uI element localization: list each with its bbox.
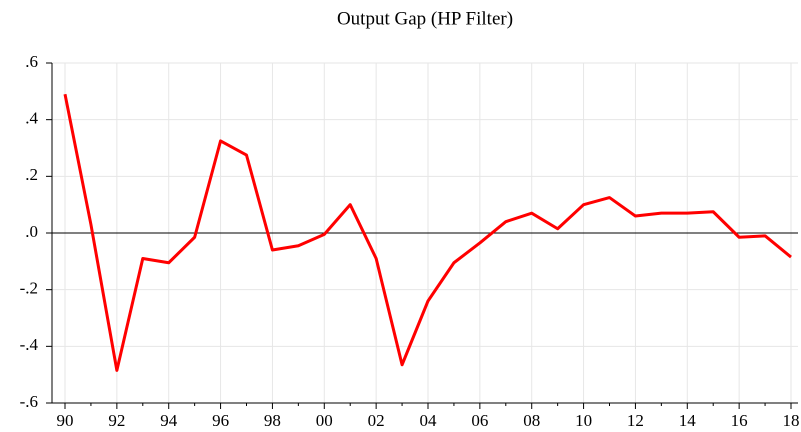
y-tick-label: .6 — [25, 52, 38, 71]
x-tick-label: 12 — [627, 411, 644, 430]
x-tick-label: 94 — [160, 411, 178, 430]
y-tick-label: .4 — [25, 109, 38, 128]
x-tick-label: 08 — [523, 411, 540, 430]
x-tick-label: 92 — [108, 411, 125, 430]
x-tick-label: 18 — [783, 411, 800, 430]
x-tick-label: 06 — [471, 411, 488, 430]
chart-title: Output Gap (HP Filter) — [337, 8, 513, 29]
x-tick-label: 98 — [264, 411, 281, 430]
x-tick-label: 16 — [731, 411, 748, 430]
x-tick-label: 96 — [212, 411, 229, 430]
x-tick-label: 90 — [57, 411, 74, 430]
x-tick-label: 10 — [575, 411, 592, 430]
y-tick-label: -.2 — [20, 279, 38, 298]
x-tick-label: 04 — [420, 411, 438, 430]
y-tick-label: .0 — [25, 222, 38, 241]
x-tick-label: 02 — [368, 411, 385, 430]
x-tick-label: 00 — [316, 411, 333, 430]
y-tick-label: -.4 — [20, 335, 39, 354]
series-line — [63, 93, 792, 372]
x-tick-label: 14 — [679, 411, 697, 430]
y-tick-label: -.6 — [20, 392, 38, 411]
y-tick-label: .2 — [25, 165, 38, 184]
